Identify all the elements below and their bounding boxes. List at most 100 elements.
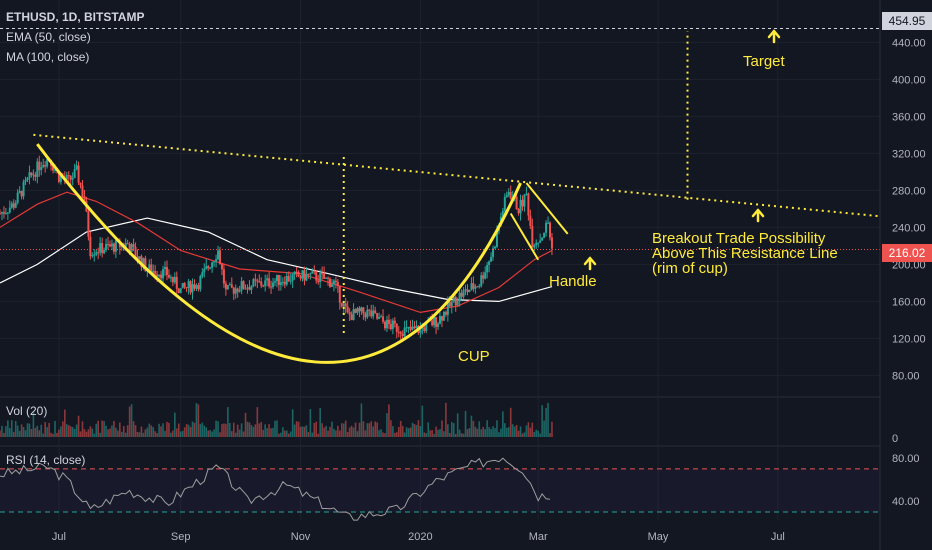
volume-bar — [109, 428, 111, 437]
candle-body — [454, 297, 457, 306]
candle-body — [535, 242, 538, 246]
candle-body — [329, 278, 331, 287]
volume-bar — [401, 425, 404, 437]
x-tick-label: Jul — [52, 531, 66, 543]
candle-body — [222, 269, 225, 284]
ema-legend[interactable]: EMA (50, close) — [6, 30, 91, 44]
candle-body — [148, 264, 151, 271]
volume-bar — [547, 402, 549, 437]
volume-bar — [441, 420, 443, 437]
candle-body — [20, 190, 23, 197]
volume-bar — [223, 423, 225, 437]
volume-bar — [411, 422, 414, 437]
candle-body — [71, 177, 74, 180]
volume-bar — [26, 423, 29, 437]
volume-bar — [124, 432, 127, 437]
candle-body — [309, 273, 312, 275]
x-tick-label: Jul — [771, 531, 785, 543]
candle-body — [397, 331, 400, 333]
candle-body — [136, 256, 139, 260]
volume-bar — [119, 422, 121, 437]
volume-bar — [354, 422, 357, 437]
x-tick-label: Sep — [171, 531, 191, 543]
candle-body — [244, 288, 247, 290]
volume-bar — [10, 420, 13, 437]
ma-legend[interactable]: MA (100, close) — [6, 50, 90, 64]
candle-body — [305, 273, 308, 281]
volume-bar — [329, 426, 331, 437]
candle-body — [201, 272, 204, 277]
candle-body — [360, 307, 363, 312]
candle-body — [185, 287, 188, 289]
symbol-title[interactable]: ETHUSD, 1D, BITSTAMP — [6, 10, 145, 24]
candle-body — [91, 255, 94, 257]
volume-bar — [150, 425, 153, 437]
volume-bar — [470, 415, 473, 437]
volume-legend[interactable]: Vol (20) — [6, 404, 48, 418]
volume-bar — [374, 421, 376, 437]
volume-bar — [12, 431, 15, 437]
candle-body — [93, 254, 96, 256]
volume-bar — [60, 426, 62, 437]
volume-bar — [105, 425, 107, 437]
volume-bar — [362, 421, 365, 437]
volume-bar — [509, 407, 512, 437]
volume-bar — [549, 433, 551, 437]
candle-body — [435, 317, 438, 327]
volume-bar — [313, 422, 316, 437]
candle-body — [301, 270, 304, 279]
volume-bar — [207, 430, 210, 437]
candle-body — [372, 310, 375, 317]
volume-bar — [492, 426, 494, 437]
volume-bar — [225, 423, 227, 437]
volume-bar — [466, 429, 469, 437]
volume-bar — [529, 427, 532, 437]
candle-body — [303, 270, 306, 281]
candle-body — [350, 314, 353, 321]
volume-bar — [449, 432, 451, 437]
candle-body — [158, 274, 161, 277]
candle-body — [391, 320, 394, 330]
candle-body — [370, 310, 373, 317]
volume-bar — [437, 429, 439, 437]
volume-bar — [274, 420, 276, 437]
volume-bar — [258, 423, 261, 437]
volume-bar — [232, 422, 235, 437]
volume-bar — [83, 429, 86, 437]
candle-body — [236, 288, 239, 292]
volume-bar — [289, 431, 292, 437]
volume-bar — [28, 423, 31, 437]
rsi-line — [0, 457, 551, 521]
volume-bar — [364, 430, 367, 437]
candle-body — [114, 240, 117, 252]
candle-body — [234, 288, 237, 294]
volume-bar — [533, 431, 536, 437]
volume-bar — [195, 403, 198, 437]
volume-bar — [284, 430, 286, 437]
candle-body — [509, 192, 512, 199]
candle-body — [254, 279, 257, 281]
candle-body — [354, 309, 357, 313]
candle-body — [413, 326, 416, 329]
volume-bar — [38, 430, 41, 437]
volume-bar — [339, 430, 341, 437]
candle-body — [503, 197, 506, 211]
volume-bar — [421, 405, 424, 437]
candle-body — [203, 268, 206, 273]
candle-body — [484, 272, 487, 279]
y-tick-label: 360.00 — [892, 111, 926, 123]
volume-bar — [276, 420, 278, 437]
rsi-tick-label: 80.00 — [892, 453, 920, 465]
volume-bar — [174, 412, 176, 437]
candle-body — [59, 176, 62, 182]
candle-body — [101, 242, 104, 254]
volume-bar — [478, 421, 481, 437]
volume-bar — [307, 432, 310, 437]
volume-bar — [460, 433, 463, 437]
volume-bar — [201, 422, 204, 437]
rsi-legend[interactable]: RSI (14, close) — [6, 453, 86, 467]
volume-bar — [511, 424, 514, 437]
volume-bar — [505, 427, 508, 437]
volume-bar — [439, 429, 441, 437]
